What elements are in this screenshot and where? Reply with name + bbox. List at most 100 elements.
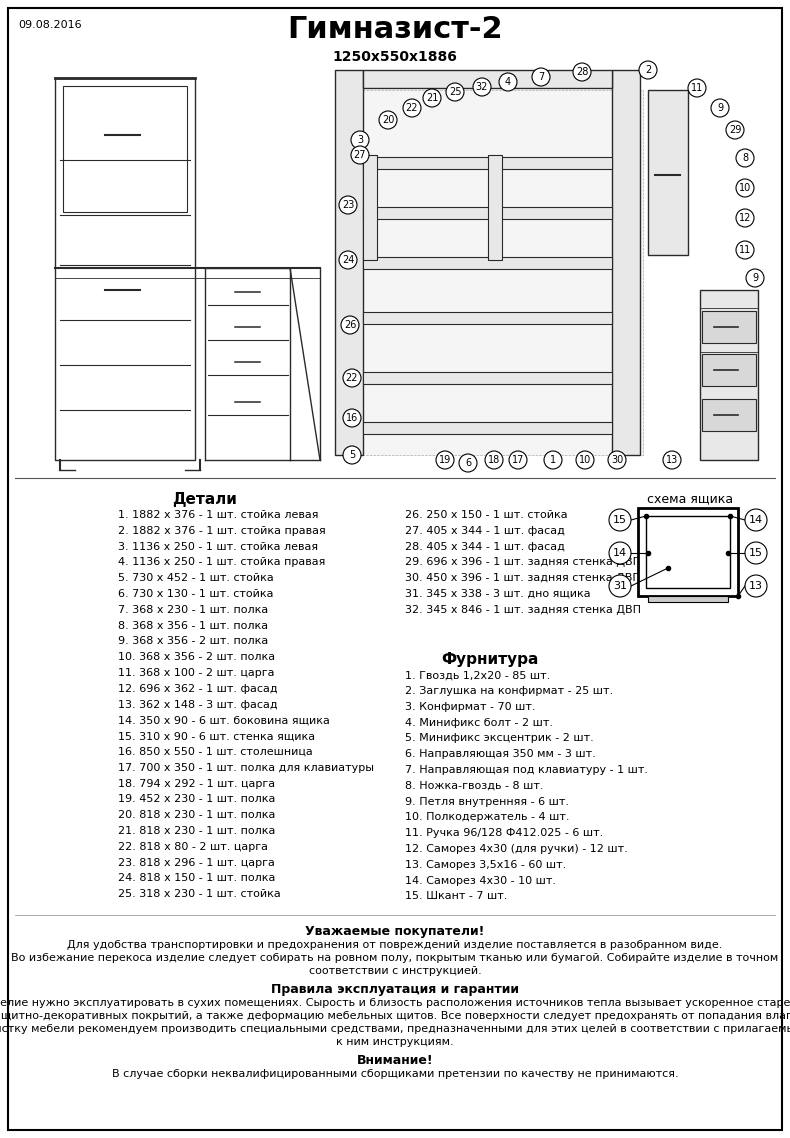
Text: 7. Направляющая под клавиатуру - 1 шт.: 7. Направляющая под клавиатуру - 1 шт. xyxy=(405,765,648,775)
Text: 9. Петля внутренняя - 6 шт.: 9. Петля внутренняя - 6 шт. xyxy=(405,797,569,807)
Bar xyxy=(363,157,612,170)
Circle shape xyxy=(726,121,744,139)
Text: 14. 350 х 90 - 6 шт. боковина ящика: 14. 350 х 90 - 6 шт. боковина ящика xyxy=(118,716,330,725)
Text: 12: 12 xyxy=(739,213,751,223)
Text: 8: 8 xyxy=(742,152,748,163)
Circle shape xyxy=(745,542,767,564)
Text: 24: 24 xyxy=(342,255,354,265)
Bar xyxy=(363,312,612,324)
Text: 18. 794 х 292 - 1 шт. царга: 18. 794 х 292 - 1 шт. царга xyxy=(118,778,275,789)
Text: 9: 9 xyxy=(752,273,758,283)
Text: Правила эксплуатация и гарантии: Правила эксплуатация и гарантии xyxy=(271,983,519,996)
Text: 22: 22 xyxy=(346,373,358,384)
Bar xyxy=(340,90,643,455)
Text: 17. 700 х 350 - 1 шт. полка для клавиатуры: 17. 700 х 350 - 1 шт. полка для клавиату… xyxy=(118,762,374,773)
Circle shape xyxy=(351,131,369,149)
Text: 20. 818 х 230 - 1 шт. полка: 20. 818 х 230 - 1 шт. полка xyxy=(118,810,276,820)
Bar xyxy=(335,71,363,455)
Text: 16: 16 xyxy=(346,413,358,423)
Circle shape xyxy=(446,83,464,101)
Text: 32. 345 х 846 - 1 шт. задняя стенка ДВП: 32. 345 х 846 - 1 шт. задняя стенка ДВП xyxy=(405,604,641,615)
Text: 17: 17 xyxy=(512,455,525,465)
Circle shape xyxy=(736,241,754,259)
Text: 31. 345 х 338 - 3 шт. дно ящика: 31. 345 х 338 - 3 шт. дно ящика xyxy=(405,589,591,599)
Circle shape xyxy=(341,316,359,333)
Text: 3. Конфирмат - 70 шт.: 3. Конфирмат - 70 шт. xyxy=(405,702,536,711)
Text: 8. Ножка-гвоздь - 8 шт.: 8. Ножка-гвоздь - 8 шт. xyxy=(405,781,544,791)
Circle shape xyxy=(608,451,626,469)
Text: 3. 1136 х 250 - 1 шт. стойка левая: 3. 1136 х 250 - 1 шт. стойка левая xyxy=(118,542,318,552)
Text: 4: 4 xyxy=(505,77,511,86)
Circle shape xyxy=(459,454,477,472)
Text: 2: 2 xyxy=(645,65,651,75)
Text: схема ящика: схема ящика xyxy=(647,492,733,505)
Text: 22. 818 х 80 - 2 шт. царга: 22. 818 х 80 - 2 шт. царга xyxy=(118,842,268,852)
Bar xyxy=(638,508,738,596)
Text: 11: 11 xyxy=(691,83,703,93)
Text: 14. Саморез 4х30 - 10 шт.: 14. Саморез 4х30 - 10 шт. xyxy=(405,875,556,885)
Text: 1250x550x1886: 1250x550x1886 xyxy=(333,50,457,64)
Text: Уважаемые покупатели!: Уважаемые покупатели! xyxy=(305,925,485,938)
Text: 27. 405 х 344 - 1 шт. фасад: 27. 405 х 344 - 1 шт. фасад xyxy=(405,526,565,536)
Text: Во избежание перекоса изделие следует собирать на ровном полу, покрытым тканью и: Во избежание перекоса изделие следует со… xyxy=(11,954,779,963)
Circle shape xyxy=(663,451,681,469)
Circle shape xyxy=(436,451,454,469)
Text: 28: 28 xyxy=(576,67,589,77)
Bar xyxy=(612,71,640,455)
Text: 32: 32 xyxy=(476,82,488,92)
Text: 13: 13 xyxy=(666,455,678,465)
Circle shape xyxy=(473,79,491,96)
Bar xyxy=(702,399,756,431)
Bar xyxy=(700,290,758,460)
Text: 29. 696 х 396 - 1 шт. задняя стенка ДВП: 29. 696 х 396 - 1 шт. задняя стенка ДВП xyxy=(405,558,641,568)
Circle shape xyxy=(351,146,369,164)
Text: 27: 27 xyxy=(354,150,367,160)
Text: 11. 368 х 100 - 2 шт. царга: 11. 368 х 100 - 2 шт. царга xyxy=(118,668,274,678)
Text: 12. 696 х 362 - 1 шт. фасад: 12. 696 х 362 - 1 шт. фасад xyxy=(118,684,277,694)
Bar xyxy=(488,155,502,259)
Circle shape xyxy=(343,369,361,387)
Text: соответствии с инструкцией.: соответствии с инструкцией. xyxy=(309,966,481,976)
Bar xyxy=(363,257,612,269)
Text: 19: 19 xyxy=(439,455,451,465)
Text: 2. Заглушка на конфирмат - 25 шт.: 2. Заглушка на конфирмат - 25 шт. xyxy=(405,686,613,696)
Text: 9: 9 xyxy=(717,104,723,113)
Circle shape xyxy=(485,451,503,469)
Circle shape xyxy=(379,112,397,129)
Text: 6. 730 х 130 - 1 шт. стойка: 6. 730 х 130 - 1 шт. стойка xyxy=(118,589,273,599)
Text: 4. Минификс болт - 2 шт.: 4. Минификс болт - 2 шт. xyxy=(405,718,553,727)
Circle shape xyxy=(609,509,631,531)
Text: В случае сборки неквалифицированными сборщиками претензии по качеству не принима: В случае сборки неквалифицированными сбо… xyxy=(111,1070,679,1079)
Circle shape xyxy=(544,451,562,469)
Circle shape xyxy=(639,61,657,79)
Text: 16. 850 х 550 - 1 шт. столешница: 16. 850 х 550 - 1 шт. столешница xyxy=(118,747,313,757)
Circle shape xyxy=(736,209,754,226)
Text: 4. 1136 х 250 - 1 шт. стойка правая: 4. 1136 х 250 - 1 шт. стойка правая xyxy=(118,558,325,568)
Circle shape xyxy=(745,575,767,597)
Text: 8. 368 х 356 - 1 шт. полка: 8. 368 х 356 - 1 шт. полка xyxy=(118,620,268,630)
Text: 13. 362 х 148 - 3 шт. фасад: 13. 362 х 148 - 3 шт. фасад xyxy=(118,700,277,710)
Text: 18: 18 xyxy=(488,455,500,465)
Text: 3: 3 xyxy=(357,135,363,145)
Circle shape xyxy=(736,179,754,197)
Text: 10. 368 х 356 - 2 шт. полка: 10. 368 х 356 - 2 шт. полка xyxy=(118,652,275,662)
Text: защитно-декоративных покрытий, а также деформацию мебельных щитов. Все поверхнос: защитно-декоративных покрытий, а также д… xyxy=(0,1012,790,1021)
Circle shape xyxy=(688,79,706,97)
Text: Для удобства транспортировки и предохранения от повреждений изделие поставляется: Для удобства транспортировки и предохран… xyxy=(67,940,723,950)
Text: 30: 30 xyxy=(611,455,623,465)
Text: 28. 405 х 344 - 1 шт. фасад: 28. 405 х 344 - 1 шт. фасад xyxy=(405,542,565,552)
Circle shape xyxy=(736,149,754,167)
Text: 1: 1 xyxy=(550,455,556,465)
Text: 11: 11 xyxy=(739,245,751,255)
Bar xyxy=(363,155,377,259)
Circle shape xyxy=(746,269,764,287)
Text: 5. 730 х 452 - 1 шт. стойка: 5. 730 х 452 - 1 шт. стойка xyxy=(118,574,274,583)
Text: Внимание!: Внимание! xyxy=(357,1054,433,1067)
Text: 21. 818 х 230 - 1 шт. полка: 21. 818 х 230 - 1 шт. полка xyxy=(118,826,276,836)
Text: 6: 6 xyxy=(465,457,471,468)
Text: 20: 20 xyxy=(382,115,394,125)
Circle shape xyxy=(532,68,550,86)
Text: 09.08.2016: 09.08.2016 xyxy=(18,20,81,30)
Text: 7: 7 xyxy=(538,72,544,82)
Bar xyxy=(363,207,612,218)
